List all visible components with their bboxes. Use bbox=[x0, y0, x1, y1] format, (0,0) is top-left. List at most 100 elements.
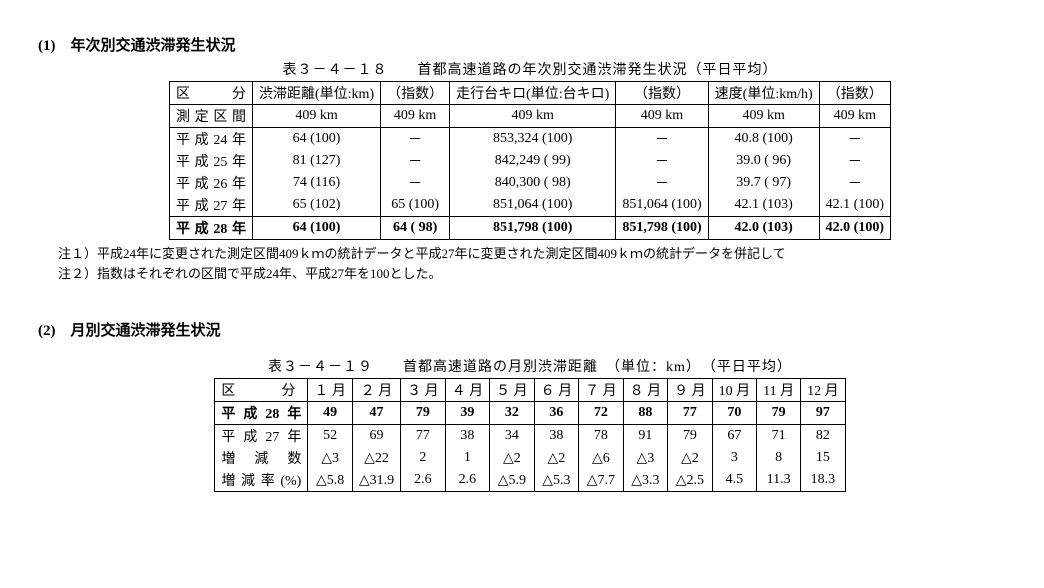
cell: 2.6 bbox=[445, 469, 490, 492]
hdr-month: ３ 月 bbox=[401, 379, 446, 402]
cell: 38 bbox=[445, 425, 490, 448]
year-label: 平成28年 bbox=[170, 217, 253, 240]
cell: 64 ( 98) bbox=[381, 217, 450, 240]
cell: 3 bbox=[712, 447, 757, 469]
hdr-month: 10 月 bbox=[712, 379, 757, 402]
sokutei-val: 409 km bbox=[708, 105, 819, 128]
cell: △5.3 bbox=[534, 469, 579, 492]
section1-title: (1) 年次別交通渋滞発生状況 bbox=[38, 34, 1022, 55]
cell: 77 bbox=[401, 425, 446, 448]
hdr-month: ２ 月 bbox=[352, 379, 400, 402]
cell: 42.1 (103) bbox=[708, 194, 819, 217]
hdr-sokudo-idx: （指数） bbox=[819, 82, 890, 105]
hdr-month: ４ 月 bbox=[445, 379, 490, 402]
hdr-month: ５ 月 bbox=[490, 379, 535, 402]
cell: 82 bbox=[801, 425, 846, 448]
cell: 64 (100) bbox=[253, 217, 381, 240]
hdr-kubun: 区 分 bbox=[170, 82, 253, 105]
cell: 39.0 ( 96) bbox=[708, 150, 819, 172]
cell: 2 bbox=[401, 447, 446, 469]
sokutei-val: 409 km bbox=[381, 105, 450, 128]
table-row: 平成24年 64 (100) － 853,324 (100) － 40.8 (1… bbox=[170, 128, 891, 151]
cell: － bbox=[616, 150, 708, 172]
cell: － bbox=[381, 150, 450, 172]
cell: 71 bbox=[757, 425, 801, 448]
cell: 853,324 (100) bbox=[450, 128, 616, 151]
cell: △5.9 bbox=[490, 469, 535, 492]
hdr-month: ９ 月 bbox=[668, 379, 713, 402]
cell: － bbox=[819, 172, 890, 194]
note1: 注１）平成24年に変更された測定区間409ｋｍの統計データと平成27年に変更され… bbox=[58, 244, 1022, 264]
cell: － bbox=[381, 172, 450, 194]
cell: 39 bbox=[445, 402, 490, 425]
cell: 11.3 bbox=[757, 469, 801, 492]
sokutei-val: 409 km bbox=[616, 105, 708, 128]
table1-notes: 注１）平成24年に変更された測定区間409ｋｍの統計データと平成27年に変更され… bbox=[58, 244, 1022, 283]
cell: 64 (100) bbox=[253, 128, 381, 151]
cell: 52 bbox=[308, 425, 353, 448]
cell: － bbox=[819, 150, 890, 172]
hdr-soukou: 走行台キロ(単位:台キロ) bbox=[450, 82, 616, 105]
cell: 1 bbox=[445, 447, 490, 469]
cell: 47 bbox=[352, 402, 400, 425]
hdr-sokudo: 速度(単位:km/h) bbox=[708, 82, 819, 105]
row-label: 平成28年 bbox=[215, 402, 308, 425]
cell: 67 bbox=[712, 425, 757, 448]
cell: 40.8 (100) bbox=[708, 128, 819, 151]
cell: 72 bbox=[579, 402, 624, 425]
cell: － bbox=[819, 128, 890, 151]
cell: 42.1 (100) bbox=[819, 194, 890, 217]
cell: 8 bbox=[757, 447, 801, 469]
table-row: 平成26年 74 (116) － 840,300 ( 98) － 39.7 ( … bbox=[170, 172, 891, 194]
cell: 79 bbox=[401, 402, 446, 425]
cell: △3 bbox=[623, 447, 668, 469]
cell: △2 bbox=[490, 447, 535, 469]
cell: 79 bbox=[757, 402, 801, 425]
cell: － bbox=[616, 172, 708, 194]
cell: 74 (116) bbox=[253, 172, 381, 194]
cell: 39.7 ( 97) bbox=[708, 172, 819, 194]
table-monthly-congestion: 区 分 １ 月 ２ 月 ３ 月 ４ 月 ５ 月 ６ 月 ７ 月 ８ 月 ９ 月 … bbox=[214, 378, 845, 492]
cell: 91 bbox=[623, 425, 668, 448]
hdr-month: ７ 月 bbox=[579, 379, 624, 402]
sokutei-val: 409 km bbox=[450, 105, 616, 128]
cell: △3 bbox=[308, 447, 353, 469]
cell: 78 bbox=[579, 425, 624, 448]
section2-title: (2) 月別交通渋滞発生状況 bbox=[38, 319, 1022, 340]
hdr-kubun: 区 分 bbox=[215, 379, 308, 402]
cell: △31.9 bbox=[352, 469, 400, 492]
hdr-month: 11 月 bbox=[757, 379, 801, 402]
table1-h28-row: 平成28年 64 (100) 64 ( 98) 851,798 (100) 85… bbox=[170, 217, 891, 240]
table2-h27-row: 平成27年 52 69 77 38 34 38 78 91 79 67 71 8… bbox=[215, 425, 845, 448]
table2-zougen-row: 増減数 △3 △22 2 1 △2 △2 △6 △3 △2 3 8 15 bbox=[215, 447, 845, 469]
cell: 38 bbox=[534, 425, 579, 448]
cell: － bbox=[616, 128, 708, 151]
cell: 81 (127) bbox=[253, 150, 381, 172]
cell: 42.0 (103) bbox=[708, 217, 819, 240]
cell: 851,798 (100) bbox=[616, 217, 708, 240]
sokutei-val: 409 km bbox=[819, 105, 890, 128]
cell: 4.5 bbox=[712, 469, 757, 492]
cell: 851,064 (100) bbox=[450, 194, 616, 217]
cell: △7.7 bbox=[579, 469, 624, 492]
sokutei-label: 測定区間 bbox=[170, 105, 253, 128]
table1-sokutei-row: 測定区間 409 km 409 km 409 km 409 km 409 km … bbox=[170, 105, 891, 128]
cell: △2 bbox=[534, 447, 579, 469]
cell: 77 bbox=[668, 402, 713, 425]
year-label: 平成27年 bbox=[170, 194, 253, 217]
hdr-month: １ 月 bbox=[308, 379, 353, 402]
hdr-jutai-idx: （指数） bbox=[381, 82, 450, 105]
cell: 65 (102) bbox=[253, 194, 381, 217]
table-row: 平成25年 81 (127) － 842,249 ( 99) － 39.0 ( … bbox=[170, 150, 891, 172]
table2-zougenritsu-row: 増減率(%) △5.8 △31.9 2.6 2.6 △5.9 △5.3 △7.7… bbox=[215, 469, 845, 492]
row-label: 増減数 bbox=[215, 447, 308, 469]
cell: △2.5 bbox=[668, 469, 713, 492]
hdr-jutai: 渋滞距離(単位:km) bbox=[253, 82, 381, 105]
row-label: 増減率(%) bbox=[215, 469, 308, 492]
cell: 36 bbox=[534, 402, 579, 425]
cell: 70 bbox=[712, 402, 757, 425]
cell: △2 bbox=[668, 447, 713, 469]
cell: △22 bbox=[352, 447, 400, 469]
cell: － bbox=[381, 128, 450, 151]
cell: △3.3 bbox=[623, 469, 668, 492]
